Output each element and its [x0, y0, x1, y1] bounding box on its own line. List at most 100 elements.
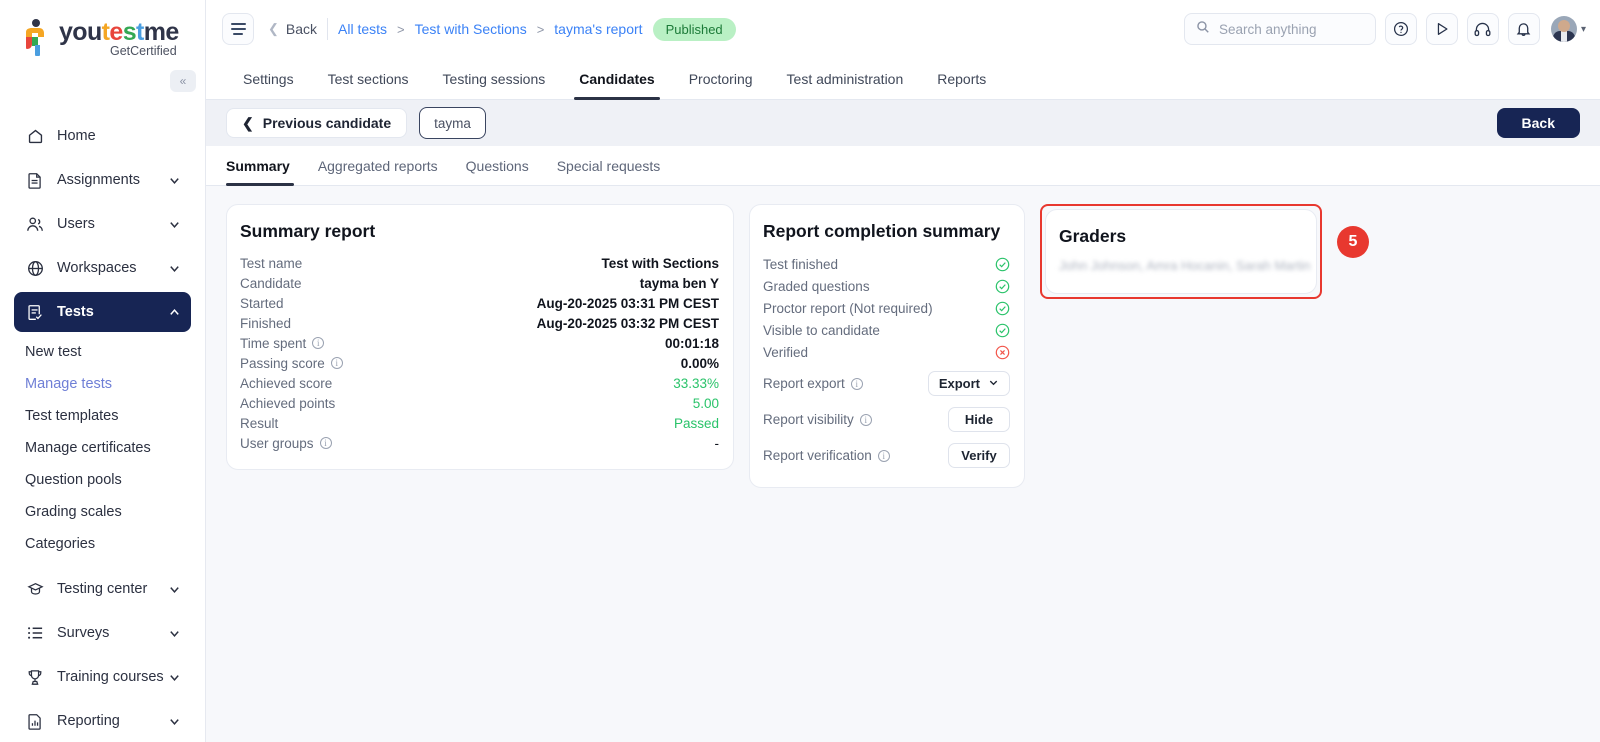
- tab-proctoring[interactable]: Proctoring: [672, 58, 770, 99]
- completion-row-test-finished: Test finished: [763, 253, 1010, 275]
- sidebar-item-tests[interactable]: Tests: [14, 292, 191, 332]
- sidebar-item-home[interactable]: Home: [14, 116, 191, 156]
- chevron-down-icon[interactable]: [168, 671, 181, 684]
- sidebar-subitem-label: New test: [25, 344, 82, 360]
- sidebar-subitem-new-test[interactable]: New test: [0, 336, 205, 368]
- search-input[interactable]: Search anything: [1183, 13, 1376, 45]
- hamburger-icon[interactable]: [222, 13, 254, 45]
- graduation-cap-icon: [24, 581, 46, 597]
- subtab-label: Special requests: [556, 157, 661, 174]
- tab-reports[interactable]: Reports: [920, 58, 1003, 99]
- row-label-text: Passing score: [240, 355, 325, 371]
- row-label: Finished: [240, 315, 292, 331]
- info-icon[interactable]: i: [312, 337, 325, 349]
- brand-logo[interactable]: youtestme GetCertified: [0, 0, 205, 58]
- completion-row-graded-questions: Graded questions: [763, 275, 1010, 297]
- chevron-down-icon[interactable]: [168, 583, 181, 596]
- subtab-questions[interactable]: Questions: [452, 146, 543, 185]
- candidate-chip[interactable]: tayma: [419, 107, 486, 139]
- verify-button[interactable]: Verify: [948, 443, 1010, 468]
- tab-test-administration[interactable]: Test administration: [770, 58, 921, 99]
- tab-settings[interactable]: Settings: [226, 58, 311, 99]
- search-icon: [1196, 20, 1210, 39]
- trophy-icon: [24, 669, 46, 686]
- info-icon[interactable]: i: [877, 449, 890, 462]
- sidebar-subitem-label: Manage tests: [25, 376, 113, 392]
- sidebar-subitem-grading-scales[interactable]: Grading scales: [0, 496, 205, 528]
- sidebar-item-label: Tests: [57, 304, 94, 320]
- info-icon[interactable]: i: [330, 357, 343, 369]
- sidebar-subitem-question-pools[interactable]: Question pools: [0, 464, 205, 496]
- row-label: Started: [240, 295, 284, 311]
- content-area: Summary report Test name Test with Secti…: [206, 186, 1600, 742]
- chevron-down-icon[interactable]: ▾: [1580, 23, 1586, 35]
- sidebar-subitem-categories[interactable]: Categories: [0, 528, 205, 560]
- chevron-left-icon: ❮: [242, 114, 254, 131]
- sidebar-item-surveys[interactable]: Surveys: [14, 613, 191, 653]
- row-label: Candidate: [240, 275, 302, 291]
- sidebar-subitem-test-templates[interactable]: Test templates: [0, 400, 205, 432]
- back-button-label: Back: [1521, 115, 1555, 131]
- sidebar-collapse-button[interactable]: «: [170, 70, 196, 92]
- sidebar-subitem-manage-tests[interactable]: Manage tests: [0, 368, 205, 400]
- chevron-down-icon[interactable]: [168, 218, 181, 231]
- breadcrumb-taymas-report[interactable]: tayma's report: [554, 21, 643, 37]
- chevron-down-icon[interactable]: [168, 262, 181, 275]
- sidebar-item-training-courses[interactable]: Training courses: [14, 657, 191, 697]
- summary-row-finished: Finished Aug-20-2025 03:32 PM CEST: [240, 313, 719, 333]
- subtab-special-requests[interactable]: Special requests: [543, 146, 675, 185]
- row-value: Aug-20-2025 03:31 PM CEST: [536, 295, 719, 311]
- summary-row-result: Result Passed: [240, 413, 719, 433]
- breadcrumb-separator: >: [397, 21, 405, 37]
- previous-candidate-label: Previous candidate: [262, 115, 392, 131]
- info-icon[interactable]: i: [859, 413, 872, 426]
- sidebar-item-reporting[interactable]: Reporting: [14, 701, 191, 741]
- play-circle-icon[interactable]: [1425, 13, 1458, 45]
- breadcrumb-test-with-sections[interactable]: Test with Sections: [414, 21, 527, 37]
- row-label: Time spent i: [240, 336, 325, 351]
- sidebar-subitem-label: Grading scales: [25, 504, 122, 520]
- completion-row-report-visibility: Report visibility i Hide: [763, 404, 1010, 435]
- summary-row-candidate: Candidate tayma ben Y: [240, 273, 719, 293]
- info-icon[interactable]: i: [850, 377, 863, 390]
- tests-submenu: New test Manage tests Test templates Man…: [0, 336, 205, 560]
- summary-row-test-name: Test name Test with Sections: [240, 253, 719, 273]
- user-menu[interactable]: ▾: [1550, 16, 1586, 42]
- hide-button[interactable]: Hide: [948, 407, 1010, 432]
- main-tabs: Settings Test sections Testing sessions …: [206, 58, 1600, 100]
- row-value: Passed: [673, 415, 719, 431]
- brand-part-s: s: [122, 18, 137, 46]
- sidebar-item-workspaces[interactable]: Workspaces: [14, 248, 191, 288]
- row-label: Report verification i: [763, 448, 890, 463]
- headset-icon[interactable]: [1466, 13, 1499, 45]
- row-value: Aug-20-2025 03:32 PM CEST: [536, 315, 719, 331]
- subtab-summary[interactable]: Summary: [226, 146, 304, 186]
- summary-row-passing-score: Passing score i 0.00%: [240, 353, 719, 373]
- sidebar-subitem-manage-certificates[interactable]: Manage certificates: [0, 432, 205, 464]
- subtab-aggregated-reports[interactable]: Aggregated reports: [304, 146, 452, 185]
- info-icon[interactable]: i: [319, 437, 332, 449]
- chevron-up-icon[interactable]: [168, 306, 181, 319]
- chevron-down-icon[interactable]: [168, 627, 181, 640]
- sidebar-item-assignments[interactable]: Assignments: [14, 160, 191, 200]
- chevron-down-icon[interactable]: [168, 715, 181, 728]
- help-circle-icon[interactable]: [1384, 13, 1417, 45]
- sidebar-item-users[interactable]: Users: [14, 204, 191, 244]
- export-dropdown-button[interactable]: Export: [927, 371, 1010, 396]
- chevron-down-icon[interactable]: [168, 174, 181, 187]
- tab-candidates[interactable]: Candidates: [562, 58, 671, 100]
- test-checklist-icon: [24, 304, 46, 321]
- breadcrumb-all-tests[interactable]: All tests: [338, 21, 388, 37]
- previous-candidate-button[interactable]: ❮ Previous candidate: [226, 108, 408, 138]
- avatar[interactable]: [1550, 16, 1577, 42]
- completion-row-verified: Verified: [763, 341, 1010, 363]
- back-button[interactable]: Back: [1496, 108, 1580, 138]
- tab-test-sections[interactable]: Test sections: [311, 58, 426, 99]
- back-link[interactable]: ❮ Back: [268, 21, 317, 37]
- sidebar-item-testing-center[interactable]: Testing center: [14, 569, 191, 609]
- tab-testing-sessions[interactable]: Testing sessions: [426, 58, 563, 99]
- graders-card: Graders John Johnson, Amra Hocanin, Sara…: [1045, 209, 1317, 294]
- brand-part-you: you: [59, 18, 102, 46]
- row-value: Test with Sections: [601, 255, 719, 271]
- bell-icon[interactable]: [1507, 13, 1540, 45]
